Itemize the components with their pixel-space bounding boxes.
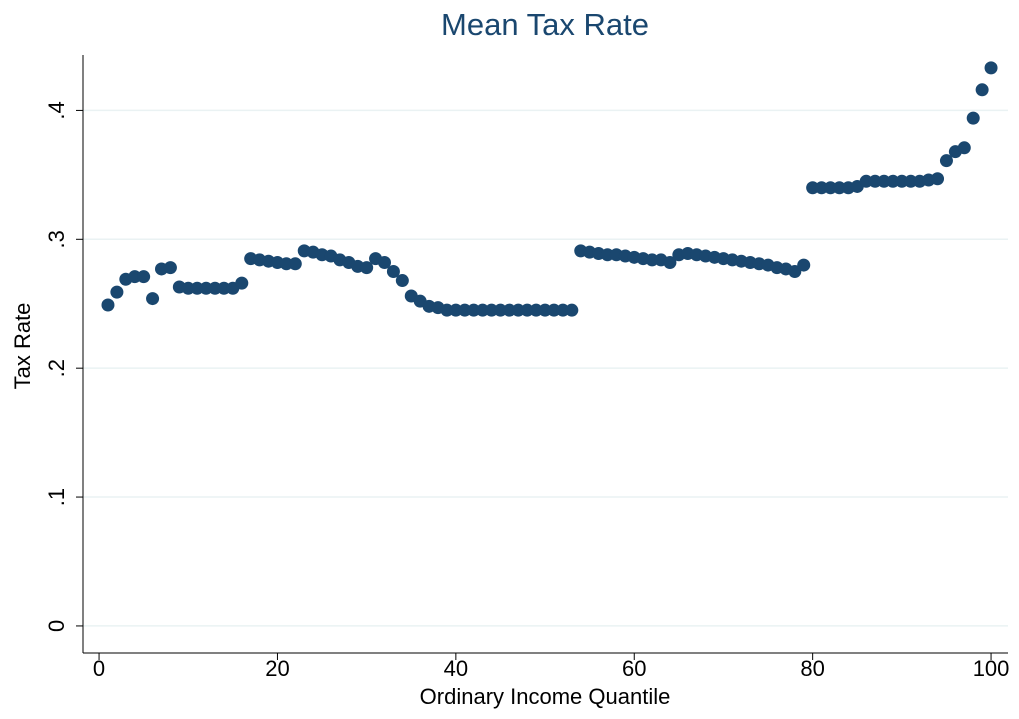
point xyxy=(904,174,918,188)
point xyxy=(547,303,561,317)
point xyxy=(101,298,115,312)
point xyxy=(449,303,463,317)
point xyxy=(190,281,204,295)
point xyxy=(440,303,454,317)
point xyxy=(137,270,151,284)
point xyxy=(386,265,400,279)
point xyxy=(815,181,829,195)
point xyxy=(859,174,873,188)
point xyxy=(797,258,811,272)
point xyxy=(235,276,249,290)
x-tick-label: 80 xyxy=(800,656,824,681)
point xyxy=(485,303,499,317)
point xyxy=(663,255,677,269)
point xyxy=(502,303,516,317)
x-axis-title: Ordinary Income Quantile xyxy=(420,684,671,709)
y-axis-title: Tax Rate xyxy=(10,303,35,390)
point xyxy=(377,255,391,269)
point xyxy=(877,174,891,188)
point xyxy=(493,303,507,317)
point xyxy=(128,270,142,284)
point xyxy=(146,292,160,306)
point xyxy=(957,141,971,155)
point xyxy=(966,111,980,125)
point xyxy=(529,303,543,317)
point xyxy=(199,281,213,295)
point xyxy=(931,172,945,186)
point xyxy=(823,181,837,195)
y-tick-label: .2 xyxy=(44,359,69,377)
point xyxy=(600,248,614,262)
y-tick-label: .4 xyxy=(44,101,69,119)
point xyxy=(895,174,909,188)
point xyxy=(458,303,472,317)
point xyxy=(645,253,659,267)
point xyxy=(939,154,953,168)
point xyxy=(806,181,820,195)
point xyxy=(467,303,481,317)
point xyxy=(217,281,231,295)
point xyxy=(538,303,552,317)
point xyxy=(360,261,374,275)
y-tick-label: .1 xyxy=(44,488,69,506)
point xyxy=(886,174,900,188)
point xyxy=(565,303,579,317)
x-tick-label: 20 xyxy=(265,656,289,681)
point xyxy=(208,281,222,295)
point xyxy=(975,83,989,97)
point xyxy=(511,303,525,317)
point xyxy=(395,274,409,288)
point xyxy=(520,303,534,317)
y-tick-label: .3 xyxy=(44,230,69,248)
x-tick-label: 0 xyxy=(93,656,105,681)
chart-title: Mean Tax Rate xyxy=(441,7,649,42)
point xyxy=(288,257,302,271)
point xyxy=(868,174,882,188)
point xyxy=(181,281,195,295)
point xyxy=(110,285,124,299)
point xyxy=(476,303,490,317)
y-tick-label: 0 xyxy=(44,620,69,632)
point xyxy=(163,261,177,275)
point xyxy=(832,181,846,195)
point xyxy=(788,265,802,279)
x-tick-label: 60 xyxy=(622,656,646,681)
point xyxy=(279,257,293,271)
x-tick-label: 40 xyxy=(444,656,468,681)
x-tick-label: 100 xyxy=(973,656,1010,681)
point xyxy=(556,303,570,317)
point xyxy=(984,61,998,75)
